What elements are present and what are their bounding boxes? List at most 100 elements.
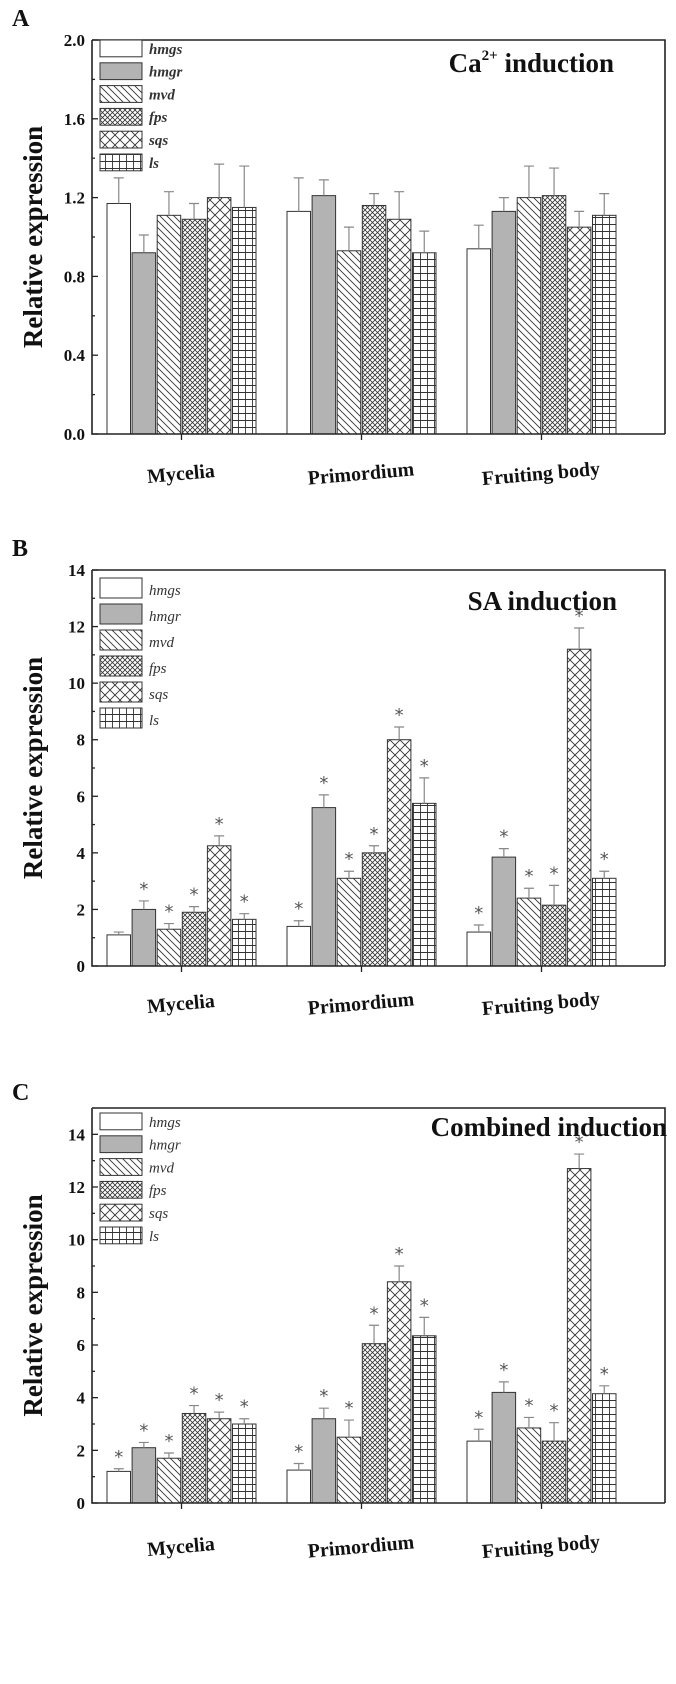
significance-marker: * [190, 1384, 199, 1405]
plot-frame [92, 39, 666, 434]
significance-marker: * [139, 1420, 148, 1441]
legend-label-fps: fps [149, 661, 167, 677]
bar-mvd-1 [336, 250, 362, 435]
error-bar-sqs-2 [574, 1153, 585, 1169]
bar-sqs-0 [206, 1418, 232, 1504]
bar-fps-1 [361, 1343, 387, 1504]
bar-hmgs-1 [286, 1469, 311, 1504]
bar-sqs-0 [206, 845, 232, 967]
error-bar-fps-0 [189, 906, 200, 913]
significance-marker: * [395, 705, 404, 726]
bar-mvd-2 [516, 197, 542, 435]
error-bar-mvd-1 [343, 226, 354, 251]
legend-swatch-fps [99, 1180, 143, 1199]
significance-marker: * [370, 1303, 379, 1324]
panel-C: C * * * * * * * * * * * * * * * * * * 0 2 4 6 8 10 12 14 Mycelia Pri… [12, 1080, 667, 1563]
legend-label-sqs: sqs [149, 1206, 168, 1222]
y-tick-label: 0 [77, 957, 86, 976]
significance-marker: * [370, 824, 379, 845]
legend-swatch-sqs [99, 681, 143, 703]
bar-sqs-0 [206, 197, 232, 435]
legend-label-hmgr: hmgr [149, 65, 183, 81]
error-bar-hmgr-2 [498, 197, 509, 212]
legend-swatch-mvd [99, 1158, 143, 1176]
y-tick-label: 14 [68, 1125, 86, 1144]
legend-swatch-ls [99, 153, 143, 172]
x-tick-label: Primordium [307, 988, 416, 1019]
legend-label-fps: fps [149, 110, 167, 126]
error-bar-hmgs-2 [473, 924, 484, 933]
panel-letter: C [12, 1080, 29, 1106]
significance-marker: * [395, 1244, 404, 1265]
y-tick-label: 0.0 [64, 425, 85, 444]
error-bar-fps-1 [369, 193, 380, 206]
significance-marker: * [294, 1442, 303, 1463]
bar-ls-1 [412, 252, 437, 435]
error-bar-mvd-2 [523, 165, 534, 198]
legend-swatch-hmgr [99, 1135, 143, 1154]
y-tick-label: 0 [77, 1494, 86, 1513]
significance-marker: * [420, 1295, 429, 1316]
bar-hmgs-0 [106, 1470, 131, 1504]
significance-marker: * [240, 1397, 249, 1418]
legend-label-mvd: mvd [149, 1160, 174, 1176]
x-tick-label: Fruiting body [481, 458, 601, 490]
error-bar-hmgs-2 [473, 1428, 484, 1442]
bar-mvd-2 [516, 897, 542, 967]
error-bar-sqs-1 [394, 191, 405, 220]
bar-hmgs-0 [106, 203, 131, 435]
legend-swatch-sqs [99, 130, 143, 149]
legend-swatch-fps [99, 655, 143, 677]
error-bar-hmgs-0 [113, 1468, 124, 1472]
x-tick-label: Fruiting body [481, 1531, 601, 1563]
significance-marker: * [600, 1364, 609, 1385]
bar-ls-0 [232, 206, 257, 435]
bar-hmgs-1 [286, 925, 311, 967]
error-bar-hmgr-1 [318, 794, 329, 808]
significance-marker: * [575, 606, 584, 627]
panel-B: B * * * * * * * * * * * * * * * * * 0 2 4 6 8 10 12 14 Mycelia Prim… [12, 536, 666, 1020]
error-bar-ls-1 [419, 1316, 430, 1336]
error-bar-hmgr-0 [138, 1441, 149, 1448]
y-tick-label: 10 [68, 674, 85, 693]
significance-marker: * [499, 827, 508, 848]
y-tick-label: 12 [68, 618, 85, 637]
significance-marker: * [344, 1398, 353, 1419]
y-axis-label: Relative expression [18, 126, 48, 348]
legend-label-hmgs: hmgs [149, 583, 181, 599]
bar-mvd-2 [516, 1427, 542, 1504]
bar-hmgr-2 [491, 1391, 517, 1504]
significance-marker: * [139, 879, 148, 900]
legend-swatch-sqs [99, 1203, 143, 1222]
y-axis-label: Relative expression [18, 657, 48, 879]
error-bar-hmgs-1 [293, 177, 304, 212]
y-tick-label: 12 [68, 1178, 85, 1197]
bar-fps-2 [541, 195, 567, 435]
bar-sqs-2 [566, 1168, 592, 1504]
error-bar-ls-2 [599, 193, 610, 216]
significance-marker: * [164, 902, 173, 923]
x-tick-label: Fruiting body [481, 988, 601, 1020]
significance-marker: * [319, 773, 328, 794]
significance-marker: * [474, 1407, 483, 1428]
error-bar-ls-2 [599, 1385, 610, 1394]
bar-hmgs-0 [106, 934, 131, 967]
y-tick-label: 2 [77, 900, 86, 919]
legend-label-ls: ls [149, 156, 159, 172]
legend-swatch-hmgs [99, 577, 143, 599]
legend-swatch-hmgs [99, 1112, 143, 1131]
error-bar-hmgs-2 [473, 224, 484, 249]
bar-mvd-0 [156, 928, 182, 967]
bar-hmgr-0 [131, 1447, 157, 1504]
error-bar-ls-0 [239, 1418, 250, 1424]
y-tick-label: 8 [77, 1283, 86, 1302]
bar-hmgr-0 [131, 908, 157, 967]
y-tick-label: 2 [77, 1441, 86, 1460]
error-bar-hmgr-2 [498, 848, 509, 858]
significance-marker: * [344, 849, 353, 870]
error-bar-hmgr-0 [138, 234, 149, 253]
bar-mvd-1 [336, 1436, 362, 1504]
panel-title: Combined induction [431, 1112, 667, 1142]
legend-label-ls: ls [149, 1229, 159, 1245]
y-tick-label: 6 [77, 1336, 86, 1355]
